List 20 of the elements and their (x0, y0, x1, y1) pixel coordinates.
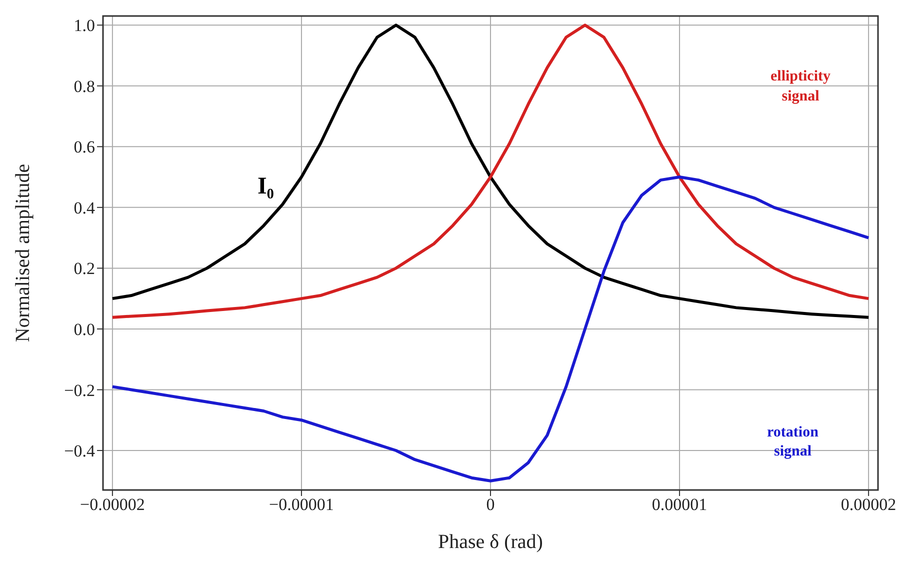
line-series (110, 24, 870, 319)
x-tick-label: 0.00001 (652, 495, 708, 514)
series-label: I₀ (256, 172, 276, 202)
x-tick-label: −0.00002 (80, 495, 145, 514)
y-tick-label: 0.2 (74, 259, 95, 278)
y-tick-label: 0.0 (74, 320, 95, 339)
y-axis-title: Normalised amplitude (12, 164, 34, 342)
x-tick-label: 0 (486, 495, 495, 514)
y-tick-label: 0.4 (74, 198, 96, 218)
y-tick-label: −0.2 (64, 380, 95, 400)
y-tick-label: 1.0 (74, 16, 95, 36)
x-tick-label: −0.00001 (269, 495, 334, 514)
x-tick-label: 0.00002 (840, 495, 896, 514)
y-tick-label: −0.4 (64, 442, 96, 461)
x-axis-title: Phase δ (rad) (438, 531, 543, 553)
text: rotation signal (766, 423, 820, 462)
line-series (110, 176, 870, 482)
y-tick-label: 0.8 (74, 76, 95, 96)
y-tick-label: 0.6 (74, 138, 95, 157)
text: ellipticity signal (770, 68, 832, 106)
